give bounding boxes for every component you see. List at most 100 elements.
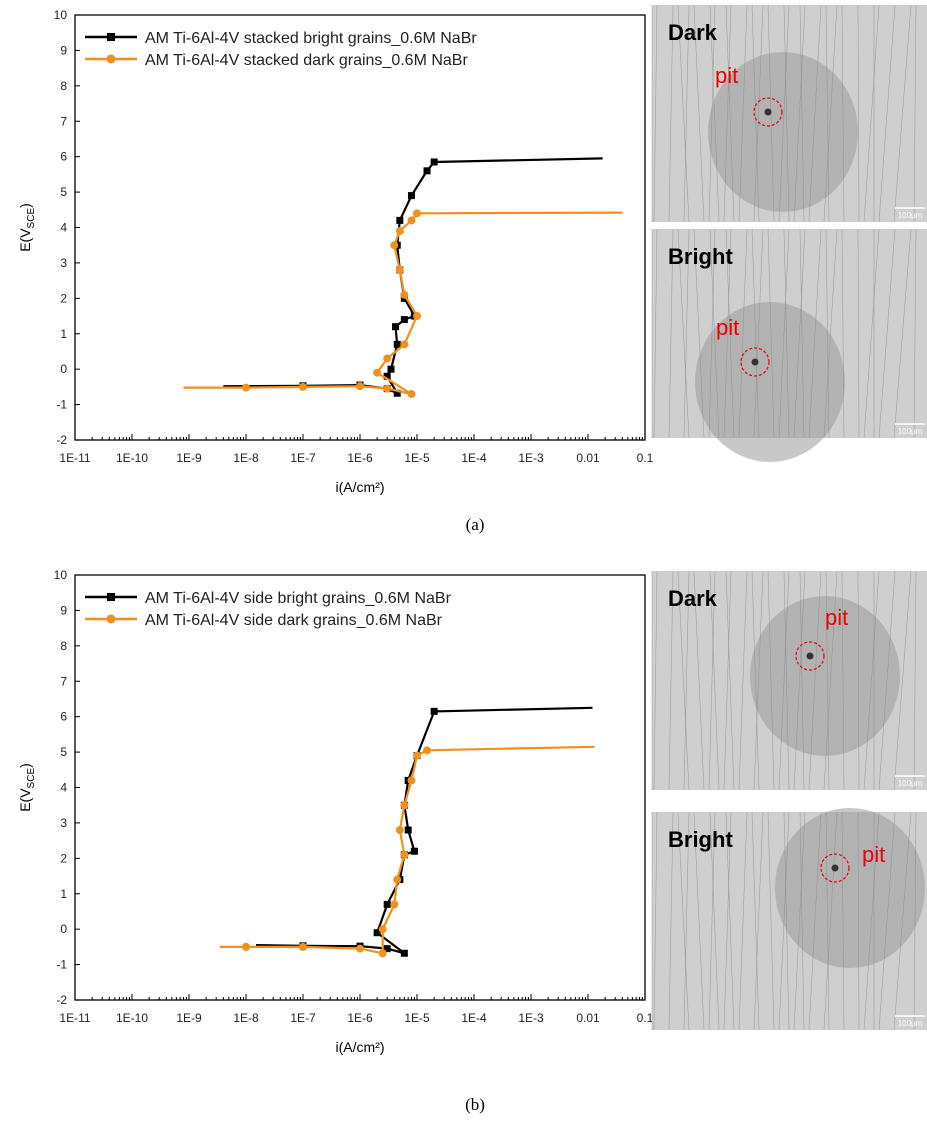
scratch <box>893 4 912 223</box>
legend-label: AM Ti-6Al-4V side bright grains_0.6M NaB… <box>145 590 452 607</box>
micrograph-label: Dark <box>668 20 718 45</box>
y-tick-label: 8 <box>60 639 67 653</box>
scratch <box>677 570 690 791</box>
y-tick-label: 2 <box>60 291 67 305</box>
scratch <box>808 811 822 1031</box>
scratch <box>825 811 830 1031</box>
y-tick-label: 4 <box>60 221 67 235</box>
marker <box>356 944 364 953</box>
micrograph: Dark pit 100μm <box>651 4 927 223</box>
y-tick-label: 9 <box>60 43 67 57</box>
series-line <box>255 706 593 955</box>
micrograph-label: Bright <box>668 827 733 852</box>
polarized-area <box>695 302 845 462</box>
marker <box>383 372 391 380</box>
scratch <box>677 228 690 439</box>
pit-marker <box>795 641 825 671</box>
scratch <box>708 570 716 791</box>
scratch <box>778 570 790 791</box>
scratch <box>683 570 690 791</box>
x-tick-label: 1E-3 <box>518 1011 544 1025</box>
x-tick-label: 1E-7 <box>290 451 316 465</box>
scratch <box>793 228 806 439</box>
scratch <box>683 4 690 223</box>
scratch <box>878 570 896 791</box>
marker <box>407 216 416 225</box>
marker <box>378 925 387 934</box>
scratch <box>725 228 735 439</box>
scratch <box>863 570 880 791</box>
scratch <box>808 228 822 439</box>
legend-label: AM Ti-6Al-4V side dark grains_0.6M NaBr <box>145 612 443 629</box>
marker <box>373 368 382 377</box>
x-axis-label: i(A/cm²) <box>336 1039 385 1055</box>
scratch <box>738 4 748 223</box>
scratch <box>793 4 806 223</box>
marker <box>242 942 250 951</box>
scratch <box>808 570 822 791</box>
pit <box>764 108 772 116</box>
scratch <box>751 811 760 1031</box>
micrograph: Dark pit 100μm <box>651 570 927 791</box>
pit-label: pit <box>825 605 848 630</box>
scratch <box>799 570 805 791</box>
caption: (a) <box>466 515 485 534</box>
marker <box>395 266 404 274</box>
scratch <box>778 228 790 439</box>
scratch <box>783 228 790 439</box>
marker <box>390 241 399 250</box>
scratch <box>738 811 748 1031</box>
scratch <box>841 811 845 1031</box>
pit-label: pit <box>862 842 885 867</box>
scratch <box>913 4 917 223</box>
marker <box>356 382 364 391</box>
marker <box>404 826 412 834</box>
marker <box>400 949 408 957</box>
marker <box>383 900 391 908</box>
y-axis-label-part: SCE <box>26 768 37 789</box>
scratch <box>857 811 860 1031</box>
marker <box>393 340 401 348</box>
marker <box>393 875 402 884</box>
marker <box>395 227 404 236</box>
pit <box>831 864 839 872</box>
y-tick-label: 1 <box>60 327 67 341</box>
y-axis-label-part: SCE <box>26 208 37 229</box>
x-axis-label: i(A/cm²) <box>336 479 385 495</box>
x-tick-label: 1E-10 <box>116 1011 148 1025</box>
scratch <box>857 228 860 439</box>
scratch <box>668 811 674 1031</box>
marker <box>378 949 387 958</box>
scratch <box>863 4 880 223</box>
marker <box>387 365 395 373</box>
marker <box>396 216 404 224</box>
scratch <box>723 570 732 791</box>
scale-bar-label: 100μm <box>898 779 923 788</box>
scratch <box>693 4 705 223</box>
x-tick-label: 1E-8 <box>233 1011 259 1025</box>
scratch <box>738 228 748 439</box>
scratch <box>725 811 735 1031</box>
x-tick-label: 1E-11 <box>59 1011 90 1025</box>
scratch <box>878 811 896 1031</box>
marker <box>413 312 421 321</box>
chart: -2 -1 0 1 2 3 4 5 6 7 8 9 10 1E-11 1E-10 1E-9 1E-8 1E-7 1E… <box>17 4 927 534</box>
y-axis-label: E(VSCE) <box>17 203 37 252</box>
y-tick-label: 2 <box>60 851 67 865</box>
x-tick-label: 0.1 <box>637 451 654 465</box>
legend-marker <box>107 593 115 601</box>
scratch <box>825 228 830 439</box>
micrograph-label: Bright <box>668 244 733 269</box>
y-tick-label: 0 <box>60 362 67 376</box>
scratch <box>767 228 775 439</box>
marker <box>373 929 381 937</box>
y-axis-label-part: E(V <box>17 228 33 252</box>
scratch <box>751 228 760 439</box>
scratch <box>653 228 658 439</box>
scratch <box>783 570 790 791</box>
y-tick-label: 3 <box>60 816 67 830</box>
y-tick-label: 5 <box>60 745 67 759</box>
marker <box>390 900 399 909</box>
scratch <box>913 228 917 439</box>
x-tick-label: 1E-11 <box>59 451 90 465</box>
